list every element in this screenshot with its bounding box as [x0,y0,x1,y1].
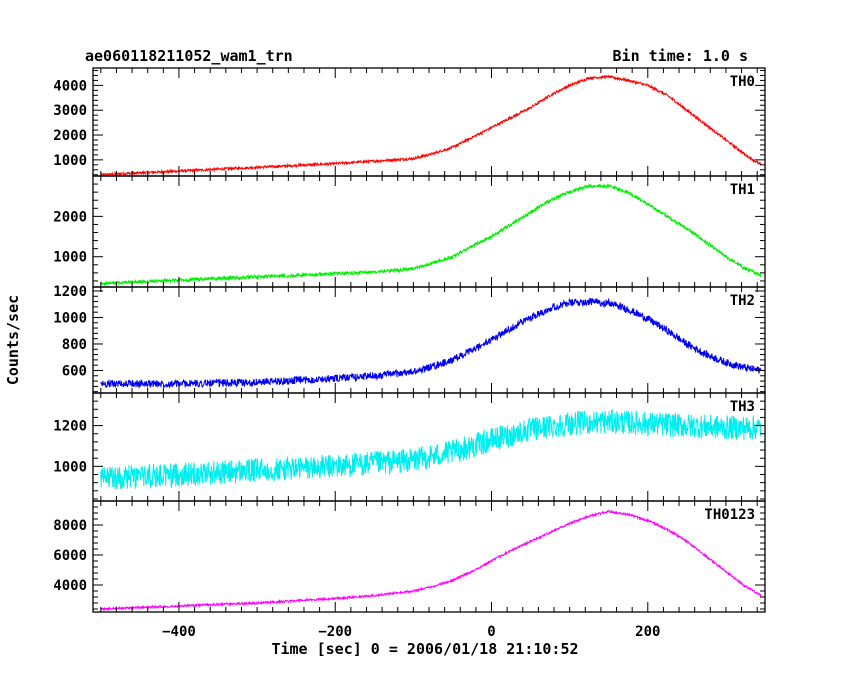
th1-panel-frame [92,175,766,288]
th1-series-line [100,183,762,286]
y-axis-label: Counts/sec [4,295,22,385]
th0123-series-line [100,509,762,612]
x-axis-label: Time [sec] 0 = 2006/01/18 21:10:52 [271,640,578,658]
th2-series-line [100,297,762,390]
th0-y-tick-label: 1000 [53,153,87,169]
th0123-panel-label: TH0123 [704,507,755,523]
th0123-y-tick-label: 8000 [53,518,87,534]
th2-y-tick-label: 1200 [53,284,87,300]
th3-y-tick-label: 1000 [53,459,87,475]
x-tick-label: −400 [162,624,196,640]
th2-panel-label: TH2 [730,293,755,309]
x-tick-label: 0 [487,624,495,640]
th0123-y-tick-label: 4000 [53,578,87,594]
bin-time-label: Bin time: 1.0 s [613,47,748,65]
chart-title: ae060118211052_wam1_trn [85,47,293,65]
th2-y-tick-label: 600 [62,363,87,379]
th0-panel-label: TH0 [730,74,755,90]
th2-y-tick-label: 800 [62,337,87,353]
th0-y-tick-label: 3000 [53,103,87,119]
th0-panel-frame [92,67,766,177]
x-tick-label: 200 [635,624,660,640]
th0-series-line [100,74,762,177]
th2-y-tick-label: 1000 [53,310,87,326]
th0-y-tick-label: 2000 [53,128,87,144]
th3-panel-frame [92,392,766,502]
th1-y-tick-label: 2000 [53,209,87,225]
th0123-panel-frame [92,500,766,613]
th1-y-tick-label: 1000 [53,250,87,266]
x-tick-label: −200 [318,624,352,640]
th0123-y-tick-label: 6000 [53,548,87,564]
th3-series-line [100,409,762,490]
th2-panel-frame [92,286,766,394]
th3-y-tick-label: 1200 [53,419,87,435]
th0-y-tick-label: 4000 [53,78,87,94]
th1-panel-label: TH1 [730,182,755,198]
th3-panel-label: TH3 [730,399,755,415]
